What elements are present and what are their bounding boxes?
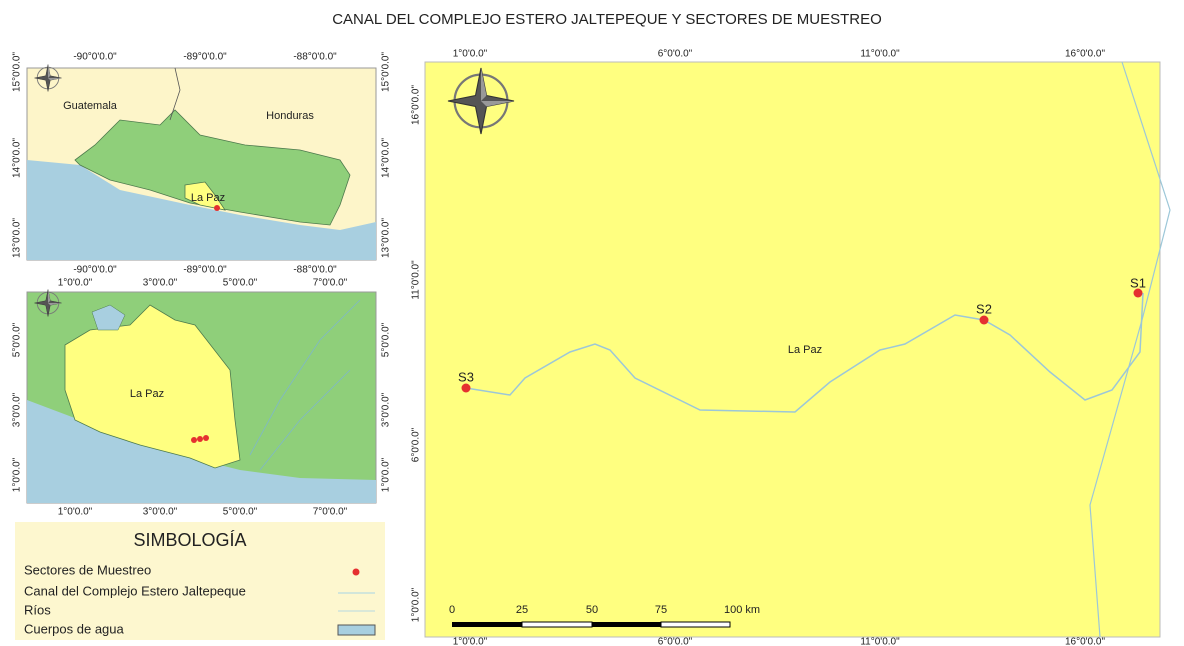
x-label: 6°0'0.0" [658,49,693,60]
sample-point [203,435,209,441]
legend-box [15,522,385,640]
y-label: 6°0'0.0" [411,427,422,462]
x-label: 3°0'0.0" [143,278,178,289]
place-label: La Paz [788,344,822,356]
x-label: 16°0'0.0" [1065,49,1105,60]
y-label: 5°0'0.0" [381,322,392,357]
canal [465,292,1144,413]
legend-symbol [337,624,376,636]
scale-label: 50 [586,604,598,616]
legend-item: Sectores de Muestreo [24,562,151,577]
place-label: La Paz [130,388,164,400]
legend-item: Ríos [24,602,51,617]
x-label: 7°0'0.0" [313,278,348,289]
sample-point [214,205,220,211]
y-label: 16°0'0.0" [411,85,422,125]
y-label: 13°0'0.0" [12,218,23,258]
y-label: 14°0'0.0" [12,138,23,178]
scale-segment [592,622,661,627]
scale-label: 0 [449,604,455,616]
x-label: 7°0'0.0" [313,507,348,518]
x-label: 11°0'0.0" [860,637,900,646]
y-label: 13°0'0.0" [381,218,392,258]
sample-point [1133,288,1143,298]
scale-segment [660,621,731,628]
legend-title: SIMBOLOGÍA [133,530,246,550]
legend: SIMBOLOGÍA Sectores de Muestreo Canal de… [15,522,385,640]
country [74,109,351,226]
x-label: 11°0'0.0" [860,49,900,60]
y-label: 14°0'0.0" [381,138,392,178]
scale-label: 75 [655,604,667,616]
scale-bar: 0 25 50 75 100 km [449,604,760,628]
sample-point [197,436,203,442]
x-label: -90°0'0.0" [73,265,117,276]
sample-point [979,315,989,325]
sample-point [461,383,471,393]
scale-segment [452,622,522,627]
main-map: S1 S2 S3 La Paz 0 25 50 75 100 km 1°0'0.… [411,49,1171,646]
inset-country: Guatemala Honduras La Paz -90°0'0.0" -89… [12,52,392,276]
x-label: -90°0'0.0" [73,52,117,63]
x-label: 5°0'0.0" [223,278,258,289]
y-label: 1°0'0.0" [411,587,422,622]
place-label: La Paz [191,192,225,204]
legend-item: Canal del Complejo Estero Jaltepeque [24,583,246,598]
map-frame [424,61,1161,638]
sea [27,400,376,503]
point-label: S2 [976,301,992,316]
lake [91,304,126,331]
y-label: 3°0'0.0" [12,392,23,427]
x-label: -89°0'0.0" [183,265,227,276]
legend-item: Cuerpos de agua [24,621,125,636]
y-label: 3°0'0.0" [381,392,392,427]
x-label: 1°0'0.0" [453,49,488,60]
sea [27,160,376,260]
y-label: 15°0'0.0" [12,52,23,92]
scale-label: 25 [516,604,528,616]
place-label: Honduras [266,110,314,122]
x-label: 5°0'0.0" [223,507,258,518]
x-label: 3°0'0.0" [143,507,178,518]
y-label: 1°0'0.0" [12,457,23,492]
y-label: 5°0'0.0" [12,322,23,357]
x-label: 6°0'0.0" [658,637,693,646]
x-label: 1°0'0.0" [58,507,93,518]
scale-segment [521,621,593,628]
point-label: S1 [1130,275,1146,290]
y-label: 1°0'0.0" [381,457,392,492]
y-label: 11°0'0.0" [411,260,422,300]
border [169,67,181,121]
scale-label: 100 km [724,604,760,616]
department [64,304,241,469]
x-label: 16°0'0.0" [1065,637,1105,646]
river [249,299,361,471]
legend-symbol [352,568,360,576]
y-label: 15°0'0.0" [381,52,392,92]
x-label: -89°0'0.0" [183,52,227,63]
inset-department: La Paz 1°0'0.0" 3°0'0.0" 5°0'0.0" 7°0'0.… [12,278,392,518]
map-title: CANAL DEL COMPLEJO ESTERO JALTEPEQUE Y S… [332,11,882,28]
x-label: 1°0'0.0" [58,278,93,289]
department [184,181,226,211]
x-label: -88°0'0.0" [293,52,337,63]
x-label: -88°0'0.0" [293,265,337,276]
point-label: S3 [458,369,474,384]
place-label: Guatemala [63,100,118,112]
sample-point [191,437,197,443]
x-label: 1°0'0.0" [453,637,488,646]
